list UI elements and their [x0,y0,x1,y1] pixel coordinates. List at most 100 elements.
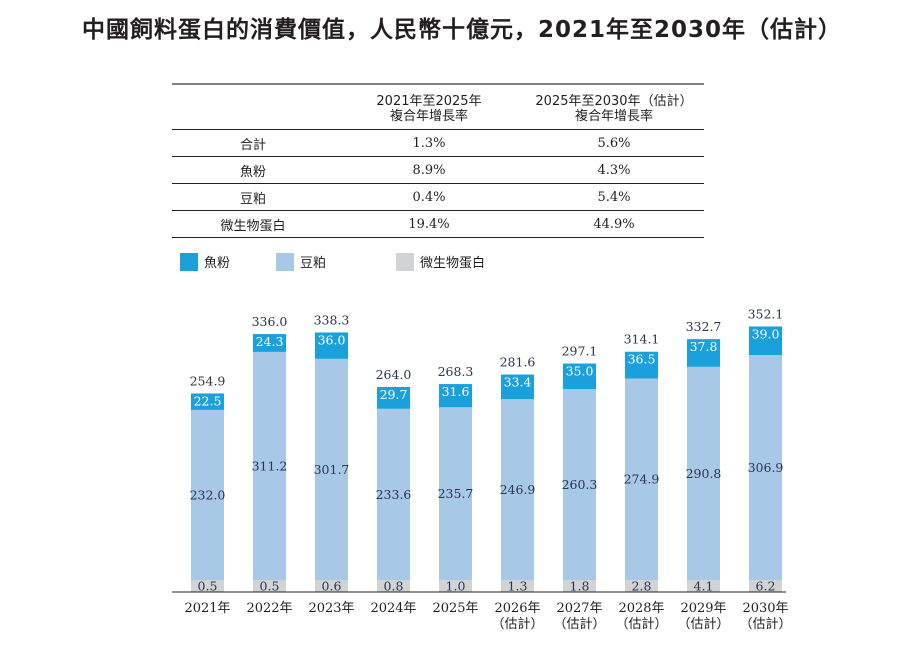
x-tick-label: 2029年 [680,601,726,616]
bar-segment-microbial-protein [687,580,720,592]
cagr-value: 44.9% [524,210,704,238]
legend-label: 微生物蛋白 [420,256,486,271]
data-label-fishmeal: 31.6 [442,384,470,399]
data-label-soymeal: 301.7 [314,462,350,477]
cagr-column-period: 2025年至2030年（估計） [535,94,693,109]
chart-legend: 魚粉 豆粕 微生物蛋白 [0,252,924,274]
x-tick-label: 2022年 [246,601,292,616]
total-label: 264.0 [376,367,412,382]
data-label-soymeal: 235.7 [438,486,474,501]
data-label-microbial-protein: 0.6 [322,579,342,594]
cagr-column-header: 2025年至2030年（估計） 複合年增長率 [524,84,704,130]
bar-segment-microbial-protein [501,580,534,592]
data-label-soymeal: 233.6 [376,487,412,502]
cagr-table: 2021年至2025年 複合年增長率 2025年至2030年（估計） 複合年增長… [172,83,704,238]
x-tick-label: 2028年 [618,601,664,616]
bar-segment-microbial-protein [191,580,224,592]
data-label-fishmeal: 39.0 [752,326,780,341]
bar-segment-soymeal [501,399,534,580]
data-label-soymeal: 290.8 [686,466,722,481]
total-label: 338.3 [314,312,350,327]
data-label-soymeal: 306.9 [748,460,784,475]
cagr-column-label: 複合年增長率 [389,109,468,124]
cagr-value: 0.4% [334,183,524,211]
cagr-column-label: 複合年增長率 [574,109,653,124]
x-tick-label: （估計） [615,616,667,632]
x-tick-label: 2030年 [742,601,788,616]
cagr-table-header-row: 2021年至2025年 複合年增長率 2025年至2030年（估計） 複合年增長… [172,84,704,130]
total-label: 297.1 [562,344,598,359]
x-tick-label: （估計） [553,616,605,632]
data-label-soymeal: 311.2 [252,458,288,473]
bar-segment-soymeal [315,358,348,580]
x-tick-label: 2027年 [556,601,602,616]
bar-segment-fishmeal [377,387,410,409]
data-label-fishmeal: 37.8 [690,339,718,354]
cagr-table-row: 豆粕 0.4% 5.4% [172,183,704,211]
total-label: 336.0 [252,314,288,329]
data-label-fishmeal: 24.3 [256,334,284,349]
bar-segment-microbial-protein [377,580,410,592]
data-label-fishmeal: 36.0 [318,332,346,347]
data-label-soymeal: 260.3 [562,477,598,492]
bar-segment-soymeal [563,389,596,580]
bar-segment-fishmeal [625,351,658,379]
data-label-microbial-protein: 1.0 [446,579,466,594]
total-label: 314.1 [624,332,660,347]
cagr-value: 8.9% [334,156,524,184]
page-title: 中國飼料蛋白的消費價值，人民幣十億元，2021年至2030年（估計） [81,17,843,43]
bar-segment-microbial-protein [563,580,596,592]
legend-swatch [276,252,294,271]
cagr-row-name: 合計 [172,129,334,157]
data-label-fishmeal: 33.4 [504,375,532,390]
x-tick-label: （估計） [677,616,729,632]
x-tick-label: 2025年 [432,601,478,616]
x-tick-label: 2026年 [494,601,540,616]
bar-segment-soymeal [687,366,720,580]
data-label-fishmeal: 22.5 [194,393,222,408]
cagr-column-header: 2021年至2025年 複合年增長率 [334,84,524,130]
data-label-soymeal: 274.9 [624,472,660,487]
data-label-microbial-protein: 0.8 [384,579,404,594]
cagr-column-period: 2021年至2025年 [376,94,482,109]
x-tick-label: （估計） [739,616,791,632]
bar-segment-fishmeal [315,332,348,359]
bar-segment-microbial-protein [439,580,472,592]
data-label-soymeal: 246.9 [500,482,536,497]
bar-segment-soymeal [253,351,286,580]
cagr-value: 5.4% [524,183,704,211]
data-label-microbial-protein: 1.8 [570,579,590,594]
x-tick-label: 2021年 [184,601,230,616]
cagr-value: 5.6% [524,129,704,157]
x-tick-label: 2023年 [308,601,354,616]
legend-label: 豆粕 [300,256,327,271]
bar-segment-fishmeal [687,339,720,367]
data-label-microbial-protein: 0.5 [198,579,218,594]
bar-segment-microbial-protein [625,580,658,592]
total-label: 332.7 [686,319,722,334]
data-label-microbial-protein: 2.8 [632,579,652,594]
data-label-microbial-protein: 4.1 [694,579,714,594]
bar-segment-soymeal [191,409,224,580]
data-label-microbial-protein: 1.3 [508,579,528,594]
cagr-value: 4.3% [524,156,704,184]
data-label-microbial-protein: 6.2 [756,579,776,594]
total-label: 281.6 [500,355,536,370]
data-label-fishmeal: 35.0 [566,364,594,379]
legend-swatch [180,252,198,271]
bar-segment-soymeal [625,378,658,580]
x-tick-label: （估計） [491,616,543,632]
cagr-row-name: 魚粉 [172,156,334,184]
x-tick-label: 2024年 [370,601,416,616]
bar-segment-microbial-protein [315,580,348,592]
bar-segment-soymeal [439,407,472,580]
total-label: 268.3 [438,364,474,379]
bar-segment-fishmeal [253,334,286,352]
legend-label: 魚粉 [204,256,231,271]
bar-segment-fishmeal [191,393,224,410]
cagr-row-name: 微生物蛋白 [172,210,334,238]
bar-segment-fishmeal [749,326,782,356]
cagr-value: 1.3% [334,129,524,157]
bar-segment-soymeal [749,355,782,580]
data-label-microbial-protein: 0.5 [260,579,280,594]
